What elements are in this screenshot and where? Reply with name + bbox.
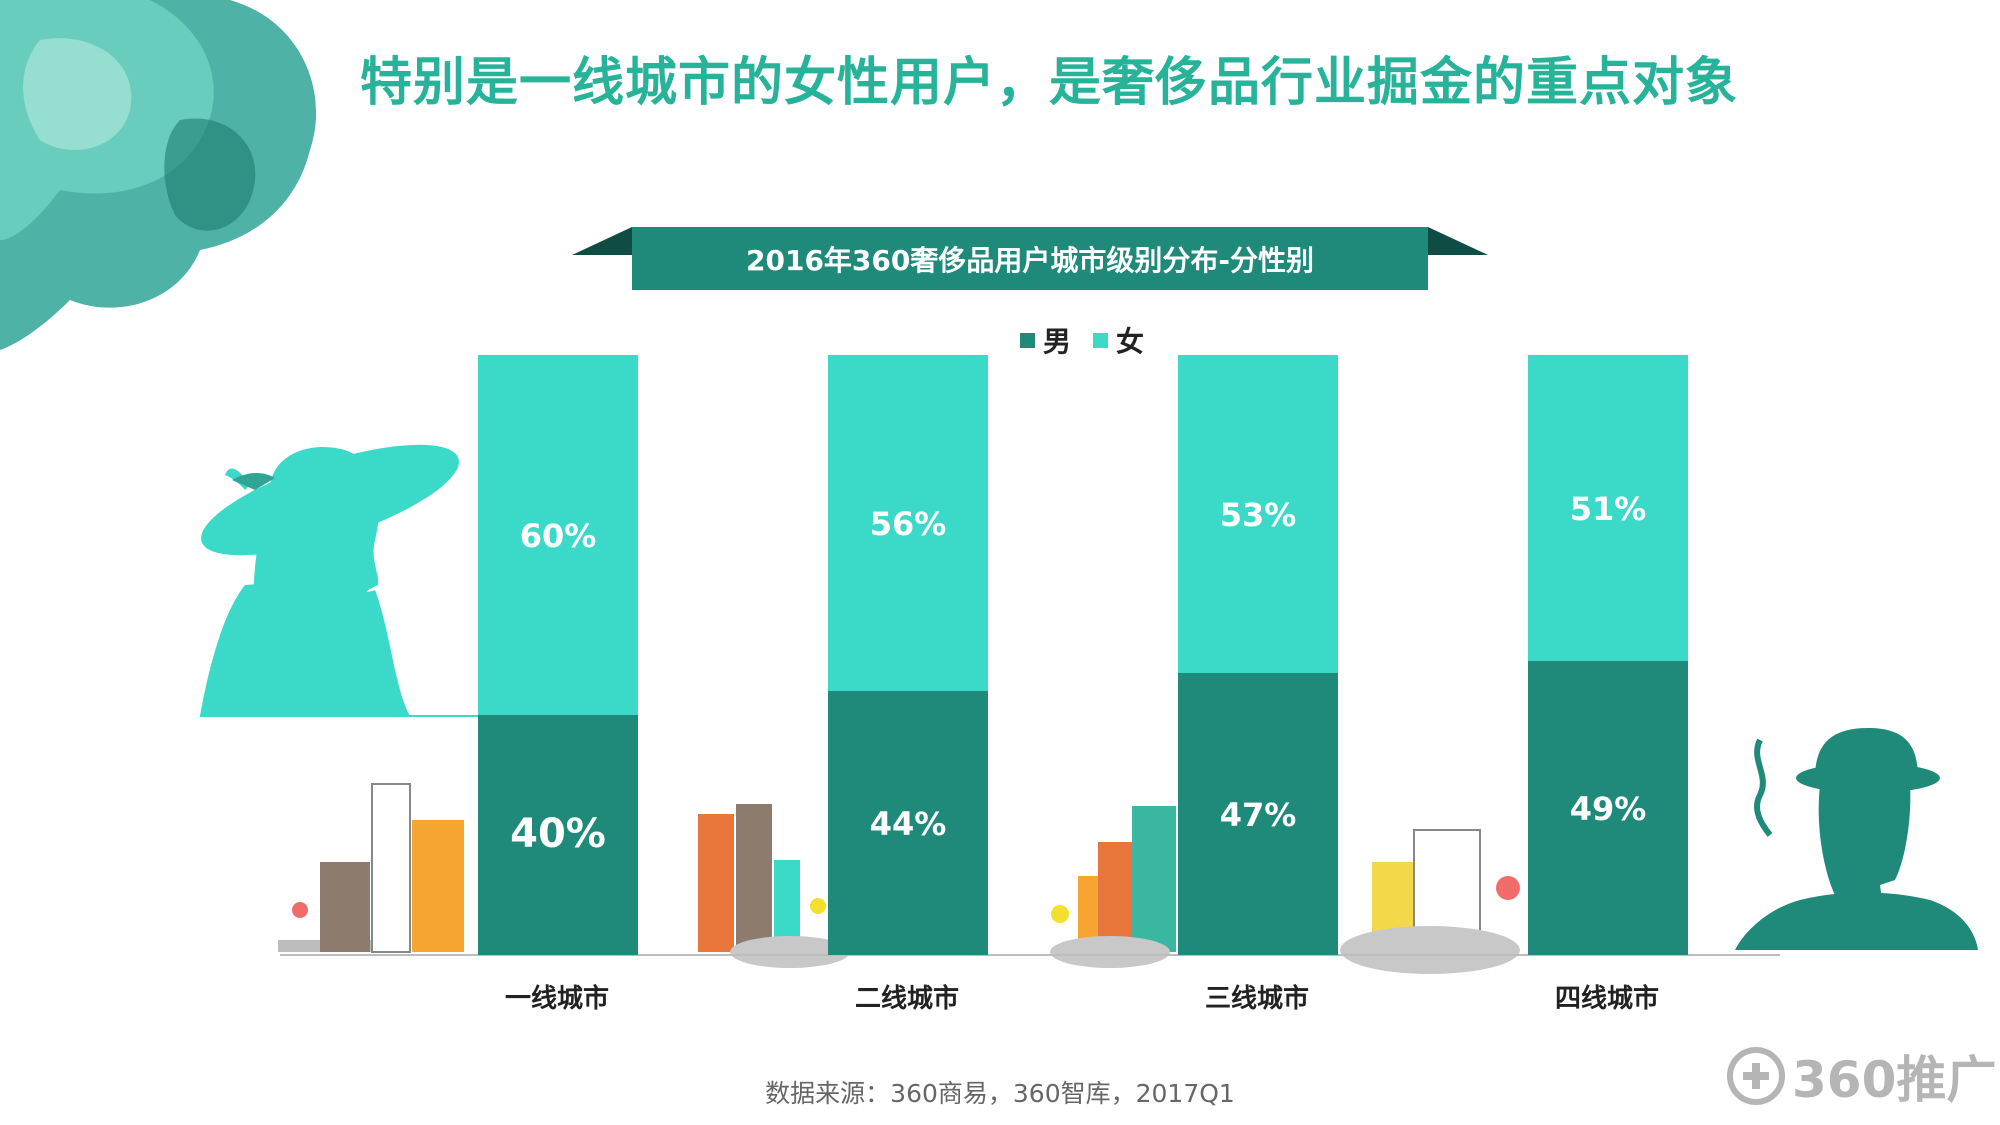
- headline: 特别是一线城市的女性用户，是奢侈品行业掘金的重点对象: [360, 53, 1739, 113]
- man-silhouette-icon: [1735, 728, 1978, 950]
- x-label-tier3: 三线城市: [1204, 984, 1309, 1014]
- brand-logo: 360推广: [1726, 1040, 1996, 1112]
- bar-female-3: [1178, 355, 1338, 673]
- data-source-note: 数据来源：360商易，360智库，2017Q1: [765, 1079, 1235, 1108]
- bar-female-2: [828, 355, 988, 691]
- bar-male-2: [828, 691, 988, 955]
- plus-circle-icon: [1727, 1047, 1785, 1105]
- x-label-tier4: 四线城市: [1554, 984, 1659, 1014]
- data-label-female-1: 60%: [520, 517, 597, 555]
- bar-male-4: [1528, 661, 1688, 955]
- x-label-tier1: 一线城市: [504, 984, 609, 1014]
- x-label-tier2: 二线城市: [854, 984, 959, 1014]
- legend-label-male: 男: [1043, 325, 1072, 358]
- stacked-bar-chart: 40% 60% 44% 56% 47% 53% 49% 51%: [200, 355, 1978, 974]
- data-label-male-2: 44%: [870, 805, 947, 843]
- data-label-male-4: 49%: [1570, 790, 1647, 828]
- legend-label-female: 女: [1116, 325, 1145, 358]
- title-ribbon: [572, 227, 1488, 255]
- ink-cloud-decoration: [0, 0, 317, 350]
- data-label-male-3: 47%: [1220, 796, 1297, 834]
- brand-text: 360推广: [1792, 1051, 1997, 1109]
- data-label-female-4: 51%: [1570, 490, 1647, 528]
- chart-title: 2016年360奢侈品用户城市级别分布-分性别: [632, 227, 1428, 290]
- data-label-male-1: 40%: [510, 811, 606, 857]
- bar-male-1: [478, 715, 638, 955]
- legend-item-female: 女: [1093, 320, 1144, 360]
- data-label-female-3: 53%: [1220, 496, 1297, 534]
- data-label-female-2: 56%: [870, 505, 947, 543]
- city-buildings-decoration: [278, 783, 1520, 974]
- bar-male-3: [1178, 673, 1338, 955]
- legend-item-male: 男: [1020, 320, 1071, 360]
- legend-swatch-female: [1093, 332, 1108, 348]
- woman-silhouette-icon: [200, 444, 459, 716]
- legend-swatch-male: [1020, 332, 1035, 348]
- bar-female-4: [1528, 355, 1688, 661]
- bar-female-1: [478, 355, 638, 715]
